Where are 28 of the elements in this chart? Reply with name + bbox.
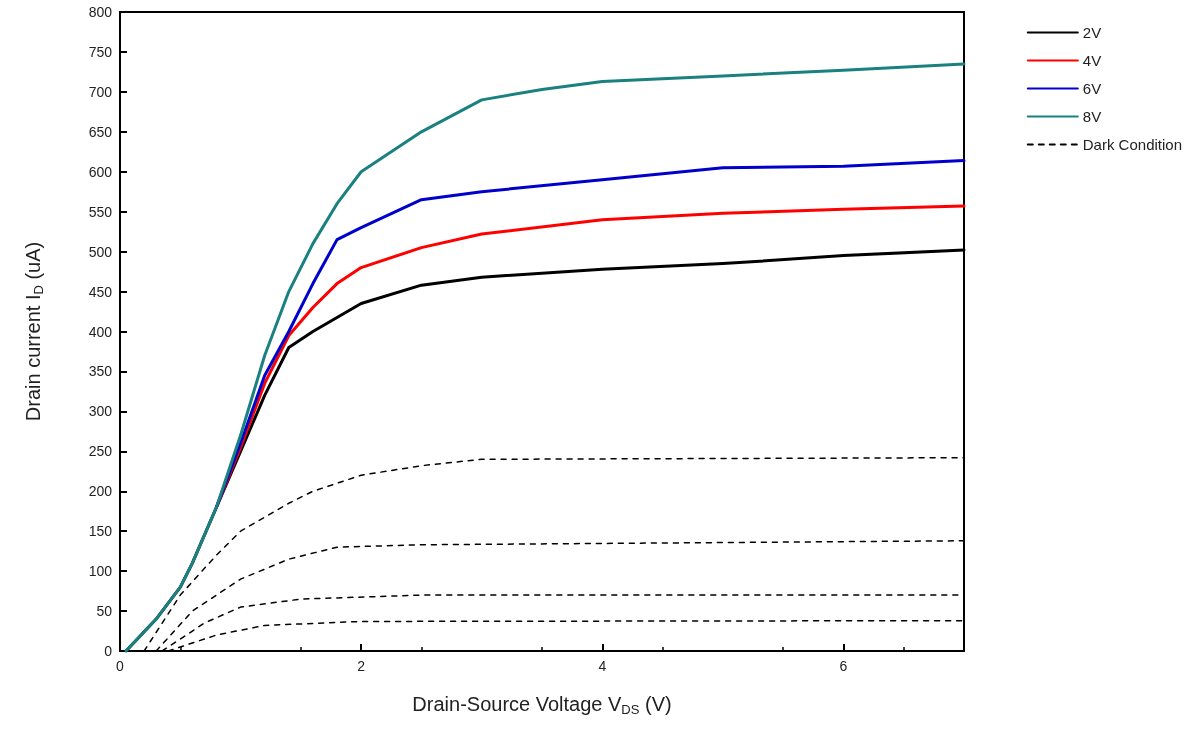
y-tick-label: 750 xyxy=(88,43,113,60)
y-tick-label: 650 xyxy=(88,123,113,140)
y-tick-label: 200 xyxy=(88,483,113,500)
y-tick-label: 250 xyxy=(88,443,113,460)
y-tick-label: 300 xyxy=(88,403,113,420)
y-tick-label: 800 xyxy=(88,4,113,20)
y-tick-label: 700 xyxy=(88,83,113,100)
y-tick-label: 550 xyxy=(88,203,113,220)
y-tick-label: 350 xyxy=(88,363,113,380)
y-axis-title: Drain current ID (uA) xyxy=(21,241,46,422)
y-tick-label: 100 xyxy=(88,563,113,580)
y-tick-label: 500 xyxy=(88,243,113,260)
y-tick-label: 400 xyxy=(88,323,113,340)
legend-label: 4V xyxy=(1082,52,1102,69)
x-tick-label: 2 xyxy=(357,658,366,674)
x-tick-label: 0 xyxy=(116,658,125,674)
line-series xyxy=(124,62,966,653)
y-tick-label: 450 xyxy=(88,283,113,300)
y-tick-label: 600 xyxy=(88,163,113,180)
legend-label: Dark Condition xyxy=(1082,136,1182,153)
y-tick-label: 150 xyxy=(88,523,113,540)
legend-label: 6V xyxy=(1082,80,1102,97)
y-tick-label: 0 xyxy=(104,643,113,659)
x-tick-label: 4 xyxy=(598,658,607,674)
legend-label: 8V xyxy=(1082,108,1102,125)
x-tick-label: 6 xyxy=(839,658,848,674)
legend-label: 2V xyxy=(1082,24,1102,41)
y-tick-label: 50 xyxy=(96,603,113,620)
